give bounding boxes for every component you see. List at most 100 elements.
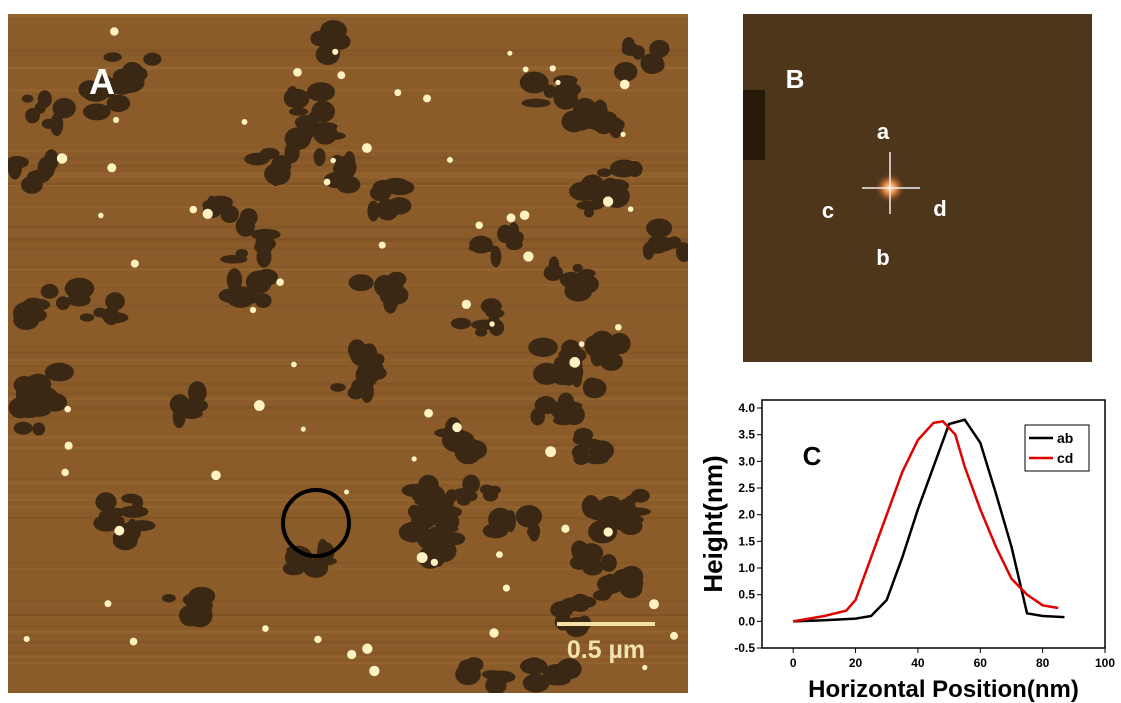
domain (481, 298, 502, 314)
particle (369, 666, 379, 676)
particle (337, 71, 345, 79)
domain (257, 237, 276, 250)
particle (64, 442, 72, 450)
scale-label: 0.5 µm (567, 636, 645, 664)
domain (516, 505, 542, 528)
domain (285, 89, 309, 109)
x-tick-label: 20 (849, 656, 863, 670)
particle (293, 68, 302, 77)
y-tick-label: 1.5 (738, 534, 755, 548)
scan-line (8, 248, 688, 250)
scan-line (8, 365, 688, 367)
scan-line (8, 359, 688, 361)
domain (585, 454, 609, 464)
particle (344, 490, 349, 495)
domain (388, 197, 412, 214)
y-tick-label: 3.5 (738, 428, 755, 442)
particle (579, 341, 585, 347)
domain (580, 597, 597, 608)
particle (452, 423, 462, 433)
figure: 0.5 µm A B a b c d 020406080100-0.50.00.… (0, 0, 1121, 703)
particle (57, 153, 67, 163)
domain (640, 53, 664, 74)
x-tick-label: 40 (911, 656, 925, 670)
x-axis-label: Horizontal Position(nm) (808, 676, 1079, 703)
domain (14, 376, 35, 394)
domain (583, 378, 606, 398)
particle (545, 446, 556, 457)
particle (347, 650, 356, 659)
particle (489, 628, 498, 637)
domain (522, 99, 551, 108)
particle (113, 117, 119, 123)
particle (475, 221, 483, 229)
domain (602, 179, 629, 193)
domain (483, 523, 508, 538)
domain (32, 422, 45, 435)
domain (560, 272, 583, 288)
x-tick-label: 100 (1095, 656, 1115, 670)
domain (255, 293, 271, 308)
domain (308, 111, 322, 123)
domain (289, 108, 308, 116)
scan-line (8, 21, 688, 22)
particle (642, 665, 647, 670)
domain (571, 120, 591, 129)
particle (412, 456, 417, 461)
particle (107, 163, 116, 172)
particle (250, 307, 256, 313)
domain (348, 274, 373, 291)
domain (367, 201, 379, 222)
particle (203, 209, 213, 219)
particle (130, 638, 138, 646)
domain (565, 617, 589, 637)
particle (431, 559, 438, 566)
particle (523, 66, 529, 72)
y-tick-label: 2.5 (738, 481, 755, 495)
domain (520, 658, 547, 674)
domain (543, 85, 556, 98)
domain (408, 505, 421, 519)
domain (162, 594, 176, 602)
domain (80, 313, 94, 321)
particle (417, 552, 428, 563)
domain (528, 338, 558, 357)
domain (611, 165, 633, 177)
particle (507, 213, 516, 222)
scan-line (8, 406, 688, 409)
y-axis-label: Height(nm) (698, 455, 728, 592)
particle (489, 321, 494, 326)
domain (583, 560, 604, 571)
domain (451, 318, 471, 329)
domain (600, 342, 623, 353)
domain (571, 540, 588, 558)
x-tick-label: 80 (1036, 656, 1050, 670)
particle (570, 361, 576, 367)
domain (528, 676, 551, 684)
scan-line (8, 481, 688, 484)
domain (620, 566, 643, 587)
domain (99, 510, 113, 522)
domain (387, 272, 407, 287)
domain (67, 293, 91, 306)
legend-label: ab (1057, 430, 1073, 446)
domain (611, 119, 625, 131)
y-tick-label: 0.0 (738, 614, 755, 628)
particle (104, 600, 111, 607)
domain (452, 488, 474, 499)
particle (394, 89, 401, 96)
y-tick-label: 2.0 (738, 508, 755, 522)
line (793, 421, 1058, 621)
particle (190, 206, 197, 213)
domain (593, 590, 611, 601)
particle (211, 471, 221, 481)
domain (458, 659, 480, 674)
x-tick-label: 60 (974, 656, 988, 670)
particle (242, 119, 248, 125)
domain (314, 148, 326, 166)
particle (362, 143, 372, 153)
particle (301, 427, 306, 432)
particle (276, 278, 284, 286)
domain (102, 312, 128, 323)
x-tick-label: 0 (790, 656, 797, 670)
